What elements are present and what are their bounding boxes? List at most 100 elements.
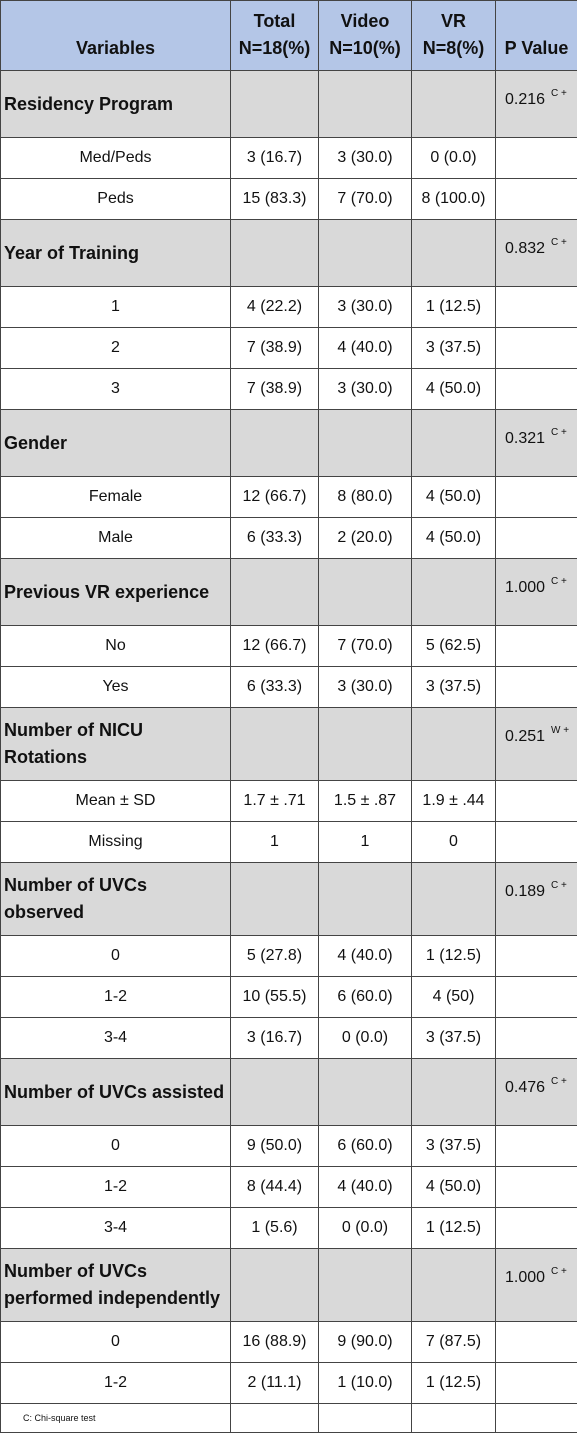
empty-cell — [496, 138, 577, 179]
p-value: 0.832 — [505, 240, 545, 257]
empty-cell — [412, 1404, 496, 1433]
p-value: 0.476 — [505, 1079, 545, 1096]
empty-cell — [496, 1363, 577, 1404]
group-label: Number of UVCs assisted — [1, 1059, 231, 1126]
empty-cell — [231, 1059, 319, 1126]
value-cell: 4 (50.0) — [412, 1167, 496, 1208]
header-line: N=10(%) — [329, 38, 401, 58]
value-cell: 6 (60.0) — [319, 1126, 412, 1167]
empty-cell — [319, 863, 412, 936]
column-header: P Value — [496, 1, 577, 71]
value-cell: 0 — [412, 822, 496, 863]
value-cell: 16 (88.9) — [231, 1322, 319, 1363]
empty-cell — [496, 369, 577, 410]
test-marker: W + — [551, 725, 569, 736]
footnote: C: Chi-square test — [1, 1404, 231, 1433]
p-value: 0.189 — [505, 883, 545, 900]
p-value-cell: 0.251 W + — [496, 708, 577, 781]
row-label: Male — [1, 518, 231, 559]
group-label: Number of UVCs observed — [1, 863, 231, 936]
empty-cell — [319, 410, 412, 477]
empty-cell — [496, 936, 577, 977]
empty-cell — [496, 1404, 577, 1433]
p-value: 1.000 — [505, 579, 545, 596]
value-cell: 4 (50.0) — [412, 477, 496, 518]
value-cell: 7 (38.9) — [231, 369, 319, 410]
value-cell: 1 (5.6) — [231, 1208, 319, 1249]
empty-cell — [231, 559, 319, 626]
empty-cell — [496, 626, 577, 667]
p-value: 0.251 — [505, 728, 545, 745]
test-marker: C + — [551, 1266, 567, 1277]
test-marker: C + — [551, 427, 567, 438]
empty-cell — [231, 410, 319, 477]
footnote-row: C: Chi-square test — [1, 1404, 577, 1433]
empty-cell — [319, 71, 412, 138]
value-cell: 4 (22.2) — [231, 287, 319, 328]
value-cell: 7 (38.9) — [231, 328, 319, 369]
empty-cell — [319, 220, 412, 287]
empty-cell — [319, 1059, 412, 1126]
empty-cell — [412, 708, 496, 781]
value-cell: 0 (0.0) — [319, 1208, 412, 1249]
value-cell: 1 (12.5) — [412, 1208, 496, 1249]
row-label: Peds — [1, 179, 231, 220]
empty-cell — [496, 1018, 577, 1059]
test-marker: C + — [551, 88, 567, 99]
empty-cell — [231, 863, 319, 936]
value-cell: 4 (40.0) — [319, 328, 412, 369]
value-cell: 3 (37.5) — [412, 1126, 496, 1167]
value-cell: 3 (16.7) — [231, 1018, 319, 1059]
header-line: Variables — [76, 38, 155, 58]
row-label: 0 — [1, 1126, 231, 1167]
row-label: 3-4 — [1, 1018, 231, 1059]
value-cell: 4 (50.0) — [412, 518, 496, 559]
value-cell: 3 (37.5) — [412, 667, 496, 708]
value-cell: 15 (83.3) — [231, 179, 319, 220]
row-label: Female — [1, 477, 231, 518]
value-cell: 3 (30.0) — [319, 138, 412, 179]
test-marker: C + — [551, 880, 567, 891]
value-cell: 0 (0.0) — [412, 138, 496, 179]
value-cell: 1 (12.5) — [412, 936, 496, 977]
value-cell: 6 (60.0) — [319, 977, 412, 1018]
row-label: Missing — [1, 822, 231, 863]
row-label: 0 — [1, 1322, 231, 1363]
row-label: 1 — [1, 287, 231, 328]
row-label: 2 — [1, 328, 231, 369]
value-cell: 1 — [319, 822, 412, 863]
p-value-cell: 0.189 C + — [496, 863, 577, 936]
row-label: Mean ± SD — [1, 781, 231, 822]
value-cell: 4 (50.0) — [412, 369, 496, 410]
empty-cell — [412, 410, 496, 477]
empty-cell — [496, 1322, 577, 1363]
empty-cell — [496, 781, 577, 822]
empty-cell — [412, 1249, 496, 1322]
value-cell: 1 (10.0) — [319, 1363, 412, 1404]
group-label: Number of UVCs performed independently — [1, 1249, 231, 1322]
row-label: 1-2 — [1, 977, 231, 1018]
empty-cell — [496, 822, 577, 863]
value-cell: 8 (100.0) — [412, 179, 496, 220]
